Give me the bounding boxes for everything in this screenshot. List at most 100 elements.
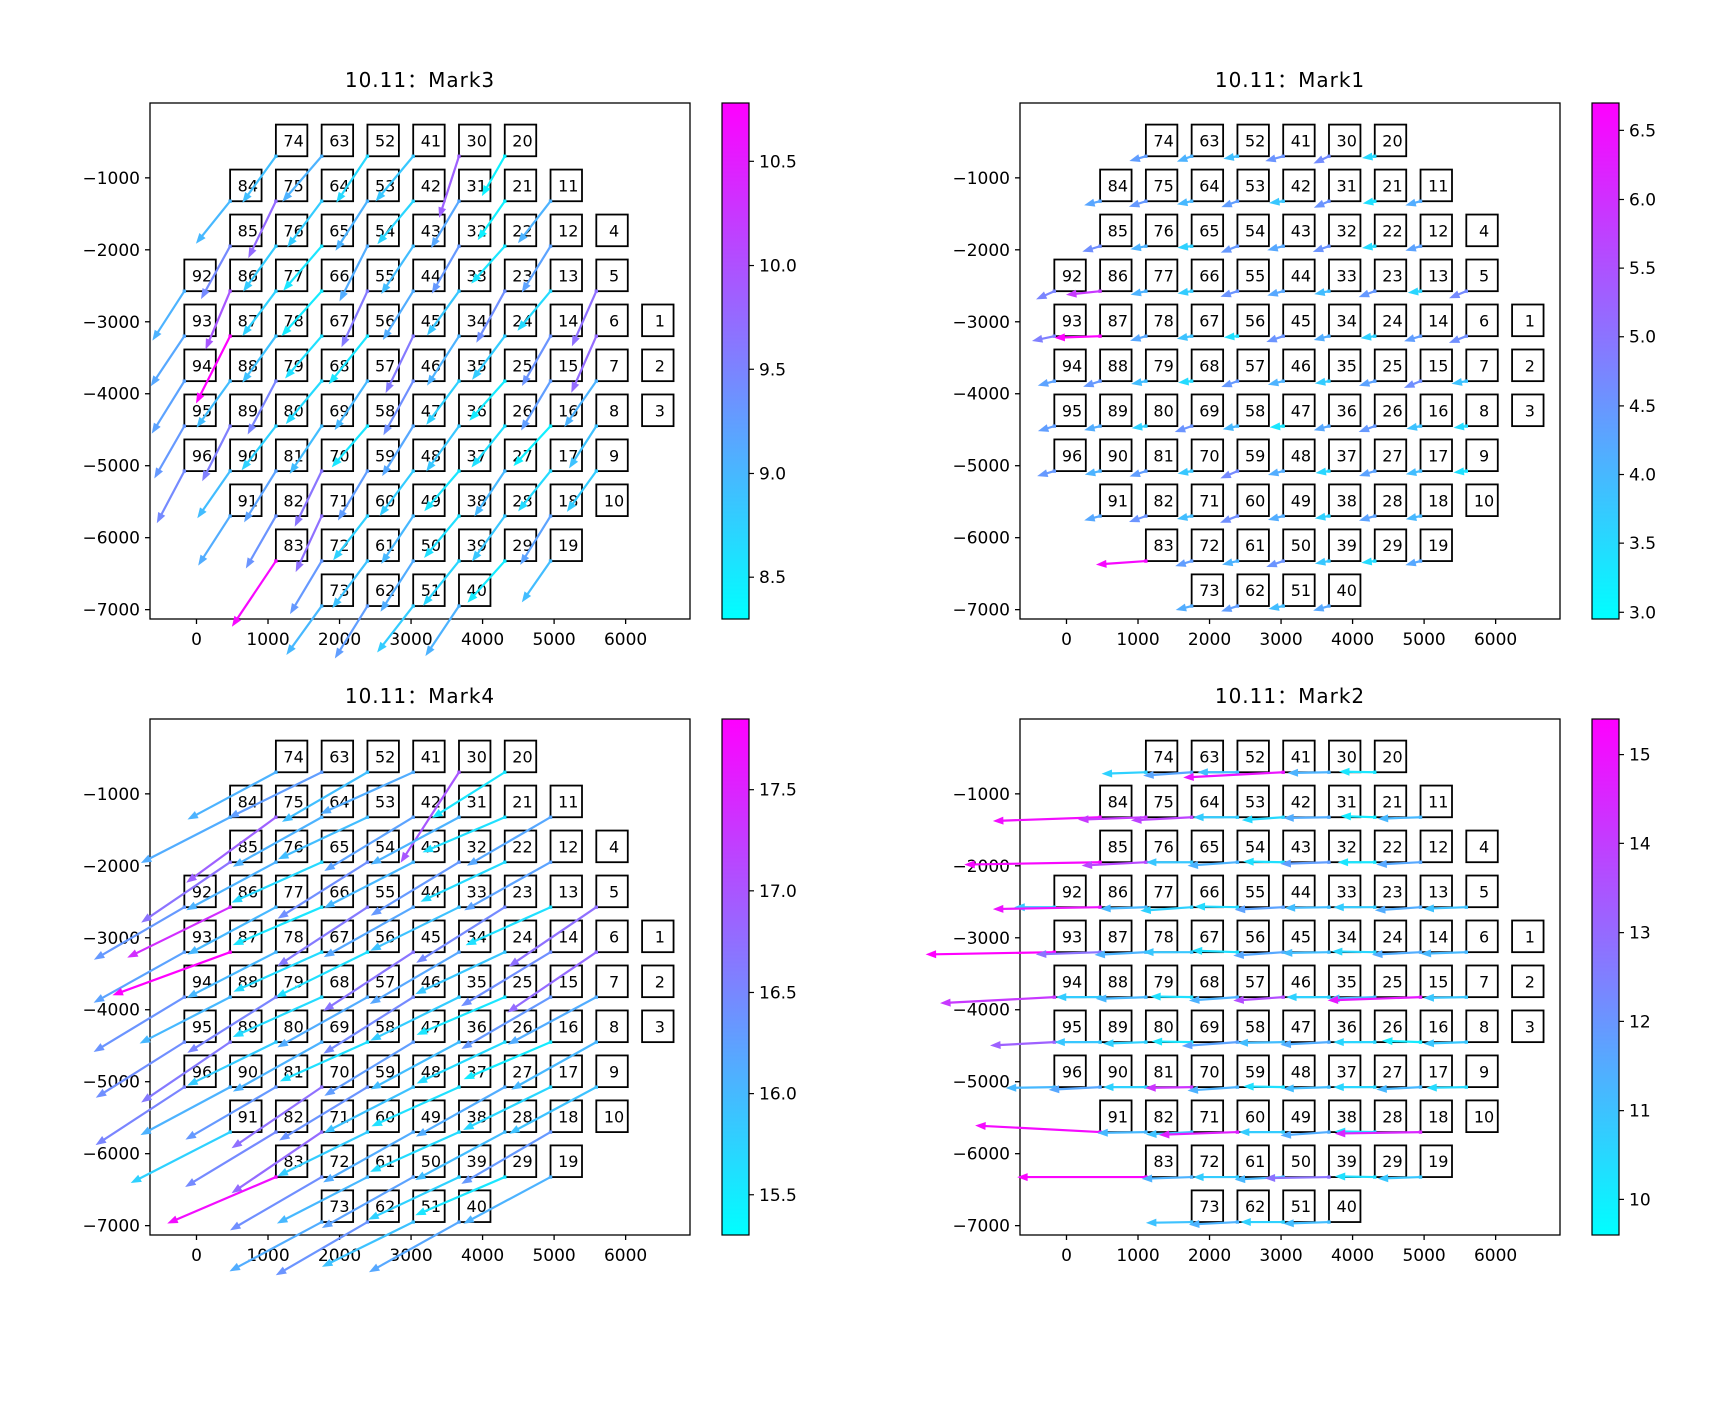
module-box-label: 50 [421, 536, 441, 555]
x-tick-label: 0 [191, 1246, 202, 1266]
module-box-label: 27 [1382, 1062, 1402, 1081]
module-box [1144, 168, 1179, 203]
arrow-tail-dot [457, 469, 461, 473]
colorbar-mark2: 15 14 13 12 11 10 [1591, 718, 1651, 1236]
arrow-tail-dot [1144, 514, 1148, 518]
arrow-shaft [570, 470, 598, 507]
arrow-shaft [236, 1176, 323, 1228]
arrow-shaft [384, 515, 415, 558]
arrow-shaft [467, 1131, 552, 1181]
module-box-label: 54 [375, 221, 395, 240]
arrow-shaft [1241, 996, 1284, 1002]
module-box [1328, 573, 1362, 607]
arrow-head [1333, 903, 1344, 912]
arrow-head [1284, 903, 1296, 912]
arrow-head [286, 644, 296, 655]
arrow-tail-dot [1327, 815, 1331, 819]
x-tick-label: 5000 [532, 630, 575, 650]
arrow-head [277, 851, 290, 860]
arrow-head [186, 989, 198, 998]
arrow-tail-dot [1189, 289, 1194, 293]
arrow-shaft [1073, 290, 1101, 296]
module-box-label: 80 [1153, 1017, 1173, 1036]
module-box [458, 303, 492, 338]
module-box [1190, 919, 1225, 954]
arrow-tail-dot [1144, 289, 1148, 293]
module-box-label: 63 [329, 747, 349, 766]
arrow-head [140, 854, 153, 863]
arrow-tail-dot [1281, 244, 1285, 248]
arrow-head [1221, 199, 1233, 208]
arrow-shaft [574, 290, 598, 340]
arrow-shaft [422, 1176, 506, 1214]
module-box-label: 93 [192, 311, 212, 330]
module-box-label: 24 [1382, 927, 1402, 946]
module-box-label: 42 [421, 792, 441, 811]
module-box [1236, 1099, 1270, 1133]
arrow-tail-dot [228, 244, 232, 248]
arrow-tail-dot [1189, 559, 1194, 563]
module-box-label: 25 [512, 972, 532, 991]
arrow-shaft [972, 861, 1101, 866]
module-box [1236, 213, 1270, 248]
colorbar-tick-label: 4.0 [1629, 466, 1656, 486]
y-tick-label: −1000 [82, 785, 140, 805]
module-box-label: 75 [1153, 792, 1173, 811]
arrow-shaft [245, 335, 277, 378]
module-box [1099, 964, 1133, 999]
arrow-head [1177, 242, 1189, 251]
arrow-head [323, 948, 335, 958]
arrow-shaft [248, 515, 277, 563]
arrow-head [471, 550, 482, 562]
arrow-head [569, 457, 579, 469]
arrow-shaft [429, 425, 460, 466]
arrow-head [1221, 604, 1233, 612]
module-box-label: 28 [1382, 491, 1402, 510]
arrow-head [1267, 468, 1280, 477]
arrow-shaft [336, 425, 369, 463]
arrow-head [1084, 513, 1096, 522]
arrow-head [1130, 815, 1142, 824]
module-box-label: 31 [467, 176, 487, 195]
module-box-label: 64 [1199, 176, 1219, 195]
arrow-shaft [477, 470, 506, 511]
arrow-shaft [376, 951, 460, 1001]
arrow-head [370, 942, 382, 951]
module-box-label: 4 [609, 221, 619, 240]
arrow-tail-dot [319, 244, 324, 248]
module-box-label: 52 [1245, 747, 1265, 766]
arrow-tail-dot [411, 379, 415, 383]
arrow-shaft [289, 380, 323, 419]
arrow-head [1048, 1085, 1060, 1094]
module-box-label: 53 [375, 176, 395, 195]
module-box [1419, 964, 1453, 999]
arrow-shaft [427, 861, 506, 900]
arrow-head [382, 328, 392, 341]
module-box-label: 83 [1153, 1152, 1173, 1171]
arrow-tail-dot [1327, 514, 1331, 518]
quiver-arrows [150, 154, 599, 659]
arrow-tail-dot [1189, 379, 1194, 383]
arrow-shaft [1384, 861, 1421, 866]
module-box [366, 739, 400, 774]
module-box-label: 23 [512, 882, 532, 901]
module-box-label: 88 [238, 356, 258, 375]
module-box-label: 9 [1479, 446, 1489, 465]
module-box [1328, 1189, 1362, 1223]
arrow-head [187, 811, 199, 820]
module-box-label: 1 [1525, 927, 1535, 946]
module-box [1282, 1054, 1316, 1089]
arrow-head [1176, 513, 1188, 521]
module-box [1328, 483, 1362, 517]
module-box-label: 29 [512, 536, 532, 555]
arrow-shaft [239, 816, 323, 864]
arrow-shaft [335, 560, 369, 603]
module-box-label: 6 [1479, 927, 1489, 946]
arrow-head [1151, 1037, 1163, 1046]
arrow-shaft [470, 1041, 551, 1078]
arrow-head [1176, 198, 1189, 207]
arrow-head [1130, 288, 1142, 297]
module-box-label: 11 [1428, 176, 1448, 195]
module-box [1373, 829, 1408, 864]
arrow-head [93, 950, 105, 960]
